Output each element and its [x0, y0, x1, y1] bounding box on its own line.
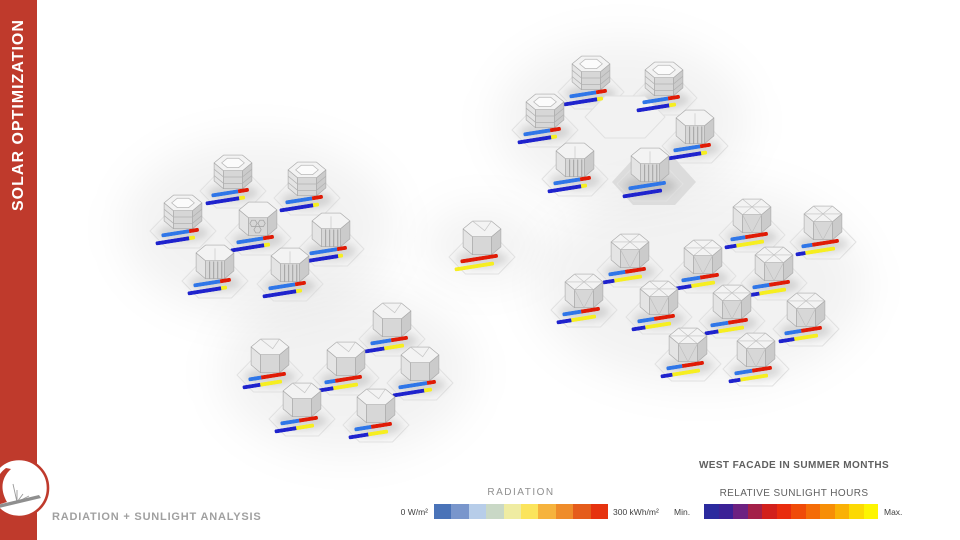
sunlight-legend-header: WEST FACADE IN SUMMER MONTHS — [698, 460, 890, 471]
building-stepped — [564, 51, 618, 93]
radiation-min-label: 0 W/m² — [400, 507, 428, 517]
page-title: SOLAR OPTIMIZATION — [10, 19, 27, 211]
colorbar-segment — [849, 504, 864, 519]
colorbar-segment — [863, 504, 878, 519]
building-plain — [275, 378, 329, 420]
building-faceted — [557, 269, 611, 311]
building-plain — [393, 342, 447, 384]
building-faceted — [661, 323, 715, 365]
colorbar-segment — [718, 504, 733, 519]
building-faceted — [725, 194, 779, 236]
colorbar-segment — [538, 504, 556, 519]
colorbar-segment — [747, 504, 762, 519]
colorbar-segment — [776, 504, 791, 519]
sunlight-legend-title: RELATIVE SUNLIGHT HOURS — [719, 488, 869, 499]
colorbar-segment — [486, 504, 504, 519]
colorbar-segment — [434, 504, 452, 519]
building-ribbed — [668, 105, 722, 147]
building-faceted — [779, 288, 833, 330]
building-plain — [455, 216, 509, 258]
radiation-legend-title: RADIATION — [487, 487, 555, 498]
colorbar-segment — [834, 504, 849, 519]
colorbar-segment — [791, 504, 806, 519]
building-faceted — [705, 280, 759, 322]
building-faceted — [676, 235, 730, 277]
building-plain — [365, 298, 419, 340]
building-faceted — [729, 328, 783, 370]
colorbar-segment — [573, 504, 591, 519]
colorbar-segment — [704, 504, 719, 519]
colorbar-segment — [762, 504, 777, 519]
sunlight-min-label: Min. — [674, 507, 691, 517]
building-stepped — [280, 157, 334, 199]
sunlight-colorbar — [704, 504, 878, 519]
colorbar-segment — [733, 504, 748, 519]
building-plain — [319, 337, 373, 379]
building-faceted — [603, 229, 657, 271]
radiation-colorbar — [434, 504, 609, 519]
building-honeycomb — [231, 197, 285, 239]
colorbar-segment — [820, 504, 835, 519]
building-plain — [349, 384, 403, 426]
building-stepped — [637, 57, 691, 99]
building-ribbed — [263, 243, 317, 285]
building-stepped — [156, 190, 210, 232]
building-plain — [243, 334, 297, 376]
footer-analysis-label: RADIATION + SUNLIGHT ANALYSIS — [52, 511, 262, 523]
colorbar-segment — [805, 504, 820, 519]
radiation-max-label: 300 kWh/m² — [613, 507, 659, 517]
building-ribbed — [623, 143, 677, 185]
colorbar-segment — [590, 504, 609, 519]
building-ribbed — [548, 138, 602, 180]
company-logo-icon — [0, 456, 51, 520]
building-ribbed — [304, 208, 358, 250]
colorbar-segment — [451, 504, 469, 519]
colorbar-segment — [468, 504, 487, 519]
colorbar-segment — [521, 504, 539, 519]
building-stepped — [206, 150, 260, 192]
building-faceted — [796, 201, 850, 243]
building-stepped — [518, 89, 572, 131]
building-faceted — [747, 242, 801, 284]
sidebar: SOLAR OPTIMIZATION — [0, 0, 37, 540]
sunlight-max-label: Max. — [884, 507, 903, 517]
colorbar-segment — [555, 504, 574, 519]
building-ribbed — [188, 240, 242, 282]
building-faceted — [632, 276, 686, 318]
colorbar-segment — [503, 504, 522, 519]
